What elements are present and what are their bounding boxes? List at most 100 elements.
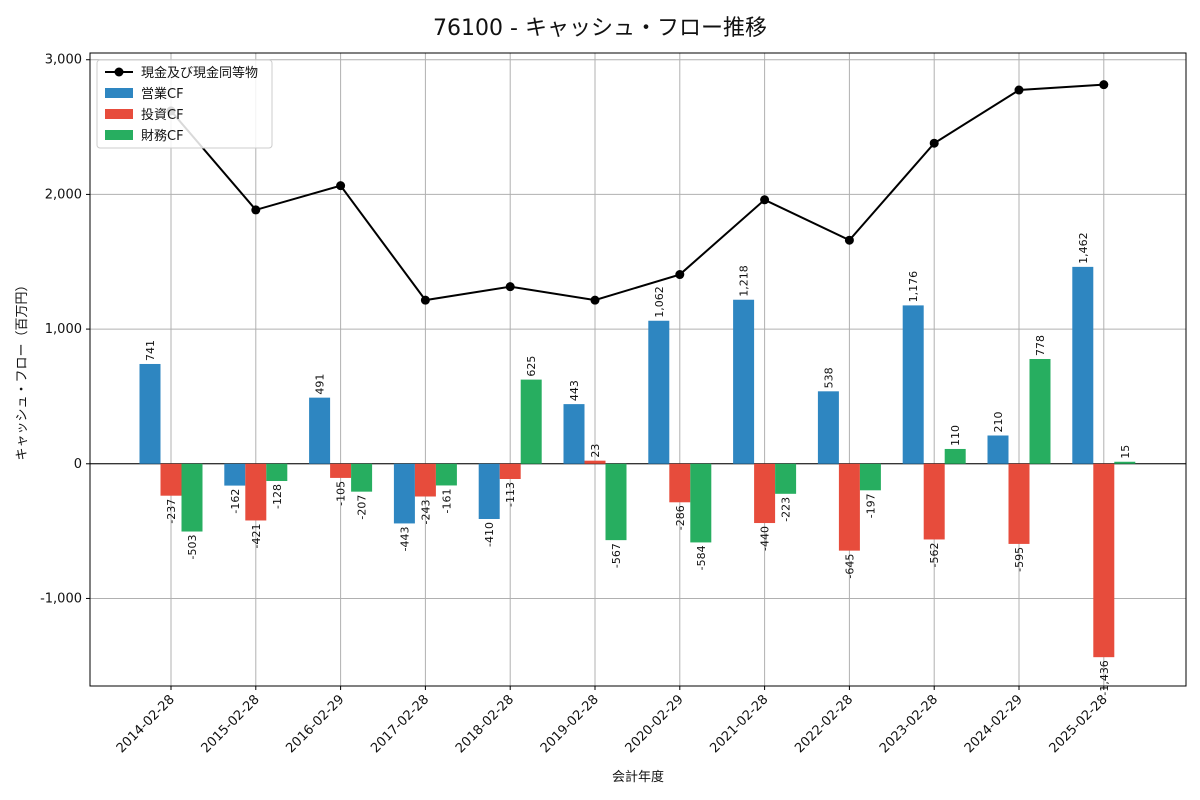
cash-point (760, 195, 770, 205)
bar-data-label: -128 (271, 484, 284, 509)
bar-financing (605, 463, 627, 541)
cash-point (929, 138, 939, 148)
bar-data-label: -207 (356, 495, 369, 520)
bar-data-label: 741 (144, 340, 157, 361)
bar-data-label: -410 (483, 522, 496, 547)
bar-data-label: 538 (822, 367, 835, 388)
plot-border (89, 52, 1187, 687)
bar-operating (309, 397, 331, 464)
cash-point (590, 295, 600, 305)
legend-swatch (105, 130, 133, 140)
bar-data-label: -503 (186, 535, 199, 560)
bar-investing (669, 463, 691, 503)
bar-financing (944, 448, 966, 464)
bar-data-label: 1,462 (1077, 232, 1090, 264)
legend-swatch (105, 109, 133, 119)
bar-data-label: 625 (525, 356, 538, 377)
bar-data-label: 491 (314, 374, 327, 395)
legend-line-marker (114, 67, 124, 77)
bar-operating (393, 463, 415, 524)
bar-data-label: -162 (229, 489, 242, 514)
cash-point (1099, 80, 1109, 90)
bar-investing (754, 463, 776, 524)
x-tick-label: 2014-02-28 (114, 692, 178, 756)
x-tick-label: 2019-02-28 (538, 692, 602, 756)
bar-financing (859, 463, 881, 491)
bar-financing (351, 463, 373, 492)
legend-swatch (105, 88, 133, 98)
bar-data-label: -440 (759, 526, 772, 551)
bar-operating (902, 305, 924, 464)
bar-data-label: -421 (250, 523, 263, 548)
bar-operating (478, 463, 500, 519)
bar-data-label: 443 (568, 380, 581, 401)
legend-entry-cash: 現金及び現金同等物 (141, 65, 258, 81)
bar-data-label: -645 (843, 554, 856, 579)
bar-data-label: -237 (165, 499, 178, 524)
bar-data-label: -562 (928, 542, 941, 567)
x-tick-label: 2023-02-28 (877, 692, 941, 756)
x-tick-label: 2017-02-28 (368, 692, 432, 756)
cash-point (675, 270, 685, 280)
bar-operating (224, 463, 246, 486)
cash-point (420, 295, 430, 305)
bar-operating (733, 299, 755, 464)
cash-point (505, 282, 515, 292)
y-tick-label: 2,000 (45, 187, 82, 202)
bar-data-label: -113 (504, 482, 517, 507)
bar-data-label: 110 (949, 425, 962, 446)
x-tick-label: 2024-02-29 (962, 692, 1026, 756)
bar-financing (1114, 461, 1136, 464)
x-tick-label: 2020-02-29 (623, 692, 687, 756)
x-tick-label: 2021-02-28 (707, 692, 771, 756)
cash-point (251, 205, 261, 215)
bar-investing (245, 463, 267, 521)
bar-operating (987, 435, 1009, 464)
bar-operating (139, 363, 161, 464)
x-tick-label: 2025-02-28 (1047, 692, 1111, 756)
bar-investing (1093, 463, 1115, 658)
bar-investing (160, 463, 182, 496)
bar-data-label: -595 (1013, 547, 1026, 572)
cash-point (844, 235, 854, 245)
x-tick-label: 2015-02-28 (199, 692, 263, 756)
bar-financing (266, 463, 288, 482)
bar-data-label: -197 (864, 493, 877, 518)
bar-financing (520, 379, 542, 464)
legend-entry: 財務CF (141, 129, 184, 144)
bar-financing (690, 463, 712, 543)
bar-data-label: 1,218 (738, 265, 751, 297)
bar-data-label: -105 (335, 481, 348, 506)
y-tick-label: 0 (74, 457, 82, 472)
bar-data-label: 15 (1119, 445, 1132, 459)
bar-data-label: 778 (1034, 335, 1047, 356)
bar-data-label: 1,176 (907, 271, 920, 303)
y-tick-label: -1,000 (40, 591, 82, 606)
x-tick-label: 2016-02-29 (283, 692, 347, 756)
bar-financing (775, 463, 797, 494)
chart-title: 76100 - キャッシュ・フロー推移 (433, 16, 767, 41)
bar-operating (648, 320, 670, 464)
x-axis-label: 会計年度 (612, 769, 664, 785)
x-tick-label: 2022-02-28 (792, 692, 856, 756)
bar-investing (1008, 463, 1030, 544)
y-tick-label: 3,000 (45, 53, 82, 68)
bar-financing (181, 463, 203, 532)
bar-data-label: -443 (398, 526, 411, 551)
bar-investing (499, 463, 521, 479)
bar-data-label: -243 (419, 500, 432, 525)
x-tick-label: 2018-02-28 (453, 692, 517, 756)
bar-data-label: -286 (674, 505, 687, 530)
plot-area (90, 53, 1186, 686)
legend-entry: 投資CF (141, 107, 184, 123)
bar-data-label: -161 (440, 488, 453, 513)
bar-financing (1029, 358, 1051, 464)
bar-operating (817, 391, 839, 464)
bar-operating (563, 404, 585, 464)
bar-investing (923, 463, 945, 540)
cash-line (170, 83, 1104, 302)
bar-data-label: -567 (610, 543, 623, 568)
legend-entry: 営業CF (141, 86, 184, 102)
